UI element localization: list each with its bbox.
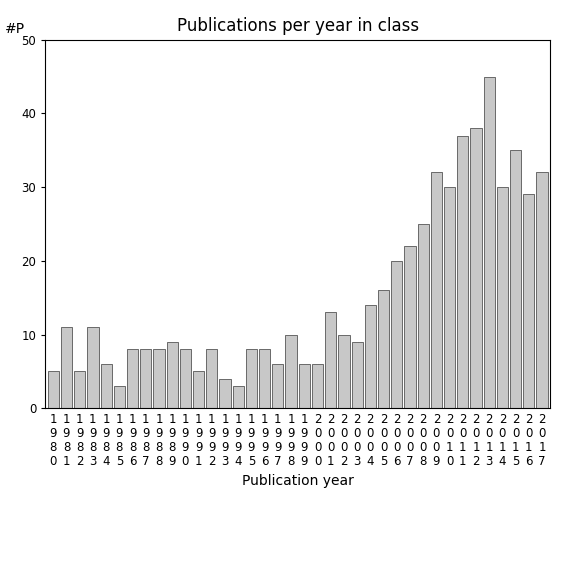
Bar [312, 364, 323, 408]
Bar [193, 371, 204, 408]
Bar [484, 77, 495, 408]
Bar [299, 364, 310, 408]
Bar [325, 312, 336, 408]
Bar [153, 349, 164, 408]
Bar [365, 305, 376, 408]
Bar [510, 150, 521, 408]
Bar [206, 349, 217, 408]
Bar [127, 349, 138, 408]
Bar [167, 342, 178, 408]
Bar [523, 194, 535, 408]
Bar [74, 371, 85, 408]
Bar [180, 349, 191, 408]
Bar [404, 246, 416, 408]
Bar [391, 261, 403, 408]
Bar [497, 187, 508, 408]
X-axis label: Publication year: Publication year [242, 473, 354, 488]
Bar [232, 386, 244, 408]
Bar [431, 172, 442, 408]
Bar [457, 136, 468, 408]
Bar [272, 364, 284, 408]
Text: #P: #P [5, 22, 25, 36]
Bar [219, 379, 231, 408]
Bar [48, 371, 59, 408]
Bar [246, 349, 257, 408]
Bar [338, 335, 349, 408]
Bar [100, 364, 112, 408]
Bar [285, 335, 297, 408]
Bar [87, 327, 99, 408]
Bar [352, 342, 363, 408]
Title: Publications per year in class: Publications per year in class [176, 18, 419, 35]
Bar [536, 172, 548, 408]
Bar [378, 290, 389, 408]
Bar [444, 187, 455, 408]
Bar [471, 128, 481, 408]
Bar [259, 349, 270, 408]
Bar [417, 224, 429, 408]
Bar [61, 327, 72, 408]
Bar [114, 386, 125, 408]
Bar [140, 349, 151, 408]
